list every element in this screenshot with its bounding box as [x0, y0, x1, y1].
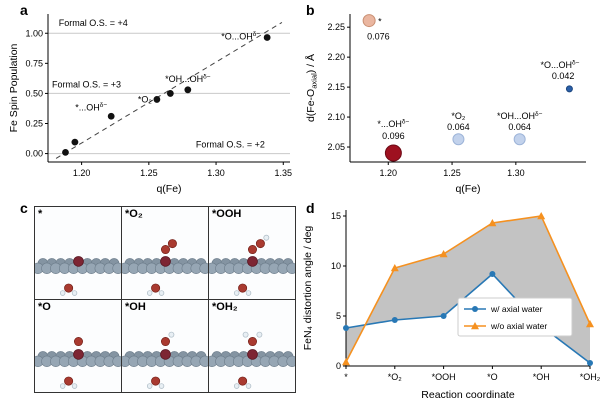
svg-text:Reaction coordinate: Reaction coordinate: [421, 389, 515, 401]
svg-text:*OH₂: *OH₂: [580, 372, 600, 382]
svg-text:2.15: 2.15: [327, 82, 345, 92]
structure-cell-label: *OH₂: [212, 301, 238, 313]
structure-cell-label: *OOH: [212, 208, 242, 220]
molecule-render: [209, 331, 295, 389]
svg-text:w/o axial water: w/o axial water: [490, 321, 547, 331]
svg-text:*O...OHδ−: *O...OHδ−: [221, 31, 260, 41]
svg-text:*O₂: *O₂: [138, 94, 153, 104]
svg-text:1.25: 1.25: [443, 168, 461, 178]
svg-text:*O: *O: [487, 372, 498, 382]
svg-text:0.00: 0.00: [25, 149, 43, 159]
molecule-render: [122, 239, 208, 296]
svg-text:Formal O.S. = +2: Formal O.S. = +2: [196, 140, 265, 150]
distortion-angle-line-chart: 0 5 10 15 * *O₂ *OOH *O *OH *OH₂ Reaction coordina…: [302, 210, 600, 401]
molecule-render: [122, 331, 208, 389]
svg-text:0.064: 0.064: [508, 122, 531, 132]
svg-text:1.25: 1.25: [140, 168, 158, 178]
svg-text:FeN₄ distortion angle / deg: FeN₄ distortion angle / deg: [302, 226, 314, 351]
structure-cell: *O: [35, 300, 122, 393]
svg-text:0.076: 0.076: [367, 32, 390, 42]
svg-text:*OOH: *OOH: [432, 372, 456, 382]
svg-text:1.35: 1.35: [275, 168, 293, 178]
svg-text:Formal O.S. = +4: Formal O.S. = +4: [59, 18, 128, 28]
molecule-render: [209, 234, 295, 296]
svg-text:q(Fe): q(Fe): [455, 183, 480, 195]
svg-text:1.20: 1.20: [380, 168, 398, 178]
svg-text:*OH...OHδ−: *OH...OHδ−: [165, 73, 211, 83]
structure-cell: *OOH: [209, 207, 296, 300]
molecule-render: [35, 337, 121, 389]
svg-text:Fe Spin Population: Fe Spin Population: [8, 43, 20, 132]
svg-text:w/ axial water: w/ axial water: [490, 304, 543, 314]
panel-b: b 1.20 1.25 1.30 2.05 2.10 2.15 2.20 2.25 q(Fe) d…: [302, 2, 596, 196]
svg-text:*OH: *OH: [533, 372, 550, 382]
svg-text:2.20: 2.20: [327, 52, 345, 62]
svg-text:15: 15: [331, 211, 341, 221]
structure-grid: * *O₂ *OOH *O *OH *OH₂: [34, 206, 296, 393]
svg-text:5: 5: [336, 311, 341, 321]
panel-a-label: a: [20, 2, 28, 18]
svg-text:0.25: 0.25: [25, 118, 43, 128]
structure-cell-label: *OH: [125, 301, 146, 313]
svg-text:0.042: 0.042: [552, 71, 575, 81]
spin-population-scatter-chart: 1.20 1.25 1.30 1.35 0.00 0.25 0.50 0.75 1.00 q(Fe…: [8, 14, 293, 195]
panel-c: c * *O₂ *OOH *O *OH: [16, 198, 300, 400]
svg-text:*O₂: *O₂: [388, 372, 403, 382]
svg-text:2.10: 2.10: [327, 112, 345, 122]
structure-cell: *OH: [122, 300, 209, 393]
structure-cell: *: [35, 207, 122, 300]
svg-text:*...OHδ−: *...OHδ−: [75, 102, 107, 112]
panel-c-label: c: [20, 200, 28, 216]
svg-text:1.30: 1.30: [507, 168, 525, 178]
panel-d-label: d: [306, 200, 315, 216]
svg-text:*: *: [344, 372, 348, 382]
svg-text:0.75: 0.75: [25, 58, 43, 68]
svg-text:1.20: 1.20: [73, 168, 91, 178]
structure-cell-label: *O₂: [125, 208, 143, 220]
svg-text:d(Fe-Oaxial) / Å: d(Fe-Oaxial) / Å: [304, 54, 319, 122]
svg-text:2.05: 2.05: [327, 142, 345, 152]
fe-o-distance-scatter-chart: 1.20 1.25 1.30 2.05 2.10 2.15 2.20 2.25 q(Fe) d(F…: [304, 14, 586, 195]
svg-text:*: *: [378, 17, 382, 27]
svg-text:*OH...OHδ−: *OH...OHδ−: [497, 111, 543, 121]
svg-text:*O...OHδ−: *O...OHδ−: [541, 59, 580, 69]
svg-text:0.064: 0.064: [447, 122, 470, 132]
svg-text:0.096: 0.096: [382, 131, 405, 141]
svg-text:*...OHδ−: *...OHδ−: [377, 119, 409, 129]
svg-text:10: 10: [331, 261, 341, 271]
svg-text:q(Fe): q(Fe): [156, 183, 181, 195]
panel-d: d 0 5 10 15 * *O₂ *OOH *O *OH *OH₂ Reaction coordi…: [300, 198, 600, 402]
panel-a: a 1.20 1.25 1.30 1.35 0.00 0.25 0.50 0.75 1.00 q(…: [6, 2, 298, 196]
structure-cell-label: *: [38, 208, 43, 220]
svg-text:1.00: 1.00: [25, 28, 43, 38]
panel-b-label: b: [306, 2, 315, 18]
svg-text:*O₂: *O₂: [451, 111, 466, 121]
structure-cell-label: *O: [38, 301, 51, 313]
structure-cell: *O₂: [122, 207, 209, 300]
svg-text:0.50: 0.50: [25, 88, 43, 98]
molecule-render: [35, 256, 121, 296]
structure-cell: *OH₂: [209, 300, 296, 393]
svg-text:0: 0: [336, 361, 341, 371]
svg-text:Formal O.S. = +3: Formal O.S. = +3: [52, 79, 121, 89]
svg-text:2.25: 2.25: [327, 22, 345, 32]
svg-text:1.30: 1.30: [207, 168, 225, 178]
